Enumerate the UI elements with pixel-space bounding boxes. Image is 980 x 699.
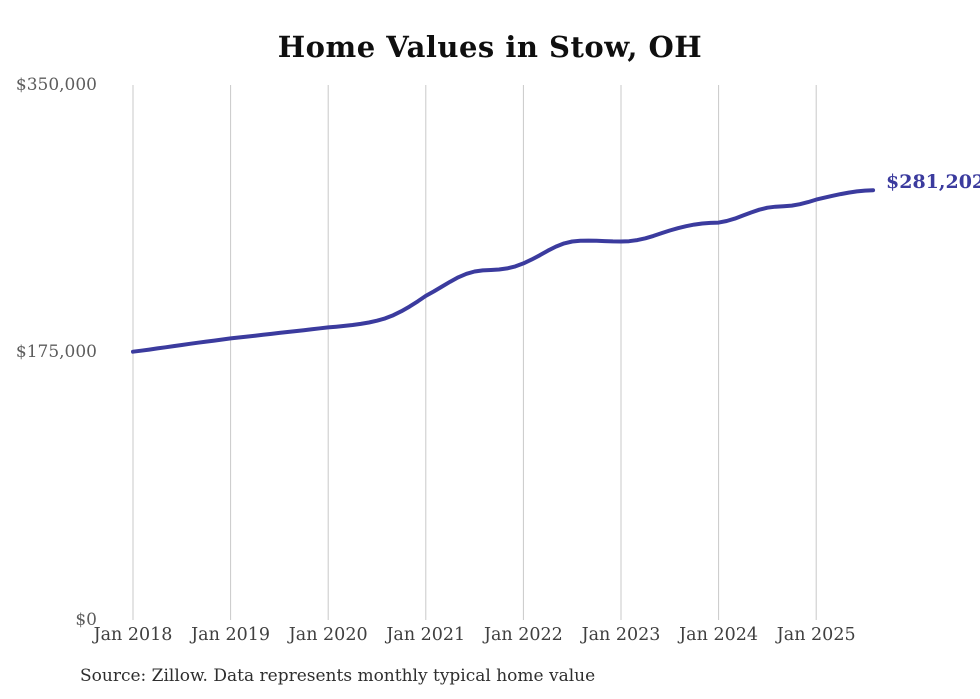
vertical-gridlines: [132, 85, 817, 620]
x-axis-tick-jan-2020: Jan 2020: [288, 625, 368, 645]
x-axis-tick-jan-2023: Jan 2023: [581, 625, 661, 645]
latest-value-label: $281,202: [886, 171, 980, 193]
x-axis-tick-jan-2018: Jan 2018: [93, 625, 173, 645]
home-value-series-line: [131, 188, 876, 354]
x-axis-tick-jan-2025: Jan 2025: [776, 625, 856, 645]
x-axis-tick-jan-2022: Jan 2022: [483, 625, 563, 645]
source-note: Source: Zillow. Data represents monthly …: [80, 666, 596, 686]
y-axis-tick-175000: $175,000: [15, 342, 97, 362]
y-axis-tick-0: $0: [75, 610, 97, 630]
x-axis-tick-jan-2024: Jan 2024: [679, 625, 758, 645]
chart-title: Home Values in Stow, OH: [277, 30, 703, 64]
y-axis-tick-350000: $350,000: [15, 75, 97, 95]
x-axis-tick-jan-2021: Jan 2021: [386, 625, 466, 645]
x-axis-tick-jan-2019: Jan 2019: [191, 625, 270, 645]
